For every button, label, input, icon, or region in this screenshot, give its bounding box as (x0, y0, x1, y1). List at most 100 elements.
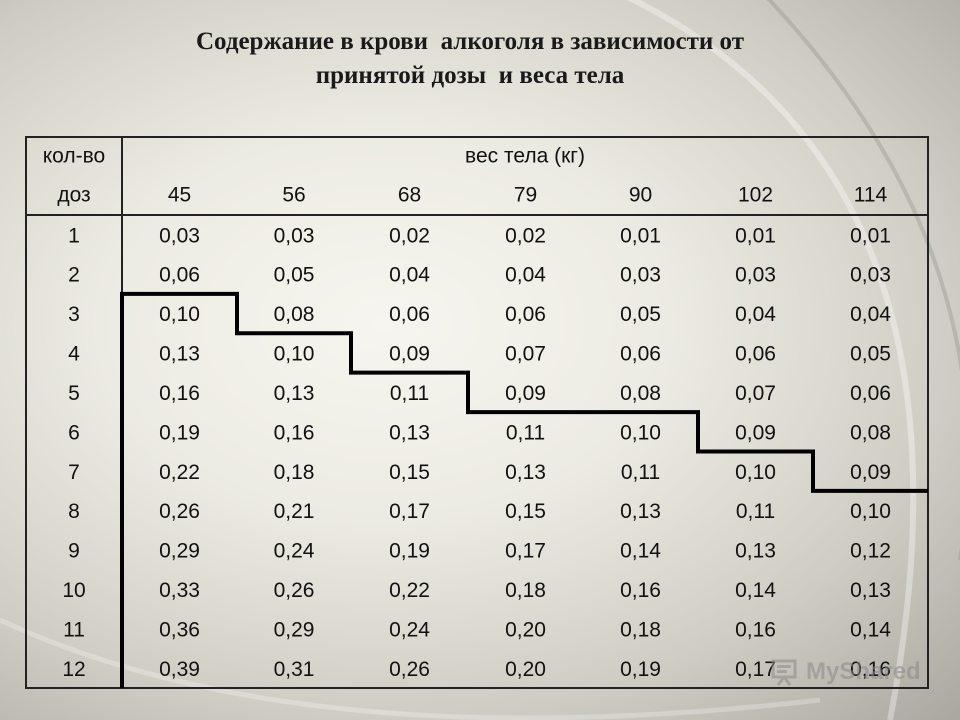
value-cell: 0,26 (389, 658, 430, 681)
value-cell: 0,17 (389, 500, 430, 523)
value-cell: 0,13 (850, 579, 891, 602)
value-cell: 0,16 (159, 382, 200, 405)
value-cell: 0,01 (850, 224, 891, 247)
value-cell: 0,17 (505, 540, 546, 563)
value-cell: 0,09 (735, 421, 776, 444)
value-cell: 0,31 (274, 658, 315, 681)
value-cell: 0,18 (620, 618, 661, 641)
value-cell: 0,14 (735, 579, 776, 602)
dose-cell: 7 (68, 461, 80, 484)
value-cell: 0,06 (159, 264, 200, 287)
value-cell: 0,39 (159, 658, 200, 681)
value-cell: 0,18 (505, 579, 546, 602)
dose-cell: 8 (68, 500, 80, 523)
dose-cell: 11 (63, 618, 85, 641)
value-cell: 0,03 (274, 224, 315, 247)
value-cell: 0,14 (620, 540, 661, 563)
value-cell: 0,04 (389, 264, 430, 287)
value-cell: 0,13 (735, 540, 776, 563)
dose-cell: 3 (68, 303, 80, 326)
value-cell: 0,03 (620, 264, 661, 287)
title-line-2: принятой дозы и веса тела (315, 62, 625, 89)
value-cell: 0,13 (159, 343, 200, 366)
value-cell: 0,16 (735, 618, 776, 641)
value-cell: 0,10 (735, 461, 776, 484)
value-cell: 0,06 (505, 303, 546, 326)
value-cell: 0,03 (735, 264, 776, 287)
value-cell: 0,10 (850, 500, 891, 523)
weight-column-header: 68 (398, 184, 421, 207)
table-border (25, 136, 929, 689)
value-cell: 0,10 (159, 303, 200, 326)
weight-header: вес тела (кг) (465, 145, 585, 168)
weight-column-header: 102 (738, 184, 773, 207)
dose-cell: 4 (68, 343, 80, 366)
value-cell: 0,11 (390, 382, 429, 405)
title-line-1: Содержание в крови алкоголя в зависимост… (195, 28, 744, 55)
value-cell: 0,08 (620, 382, 661, 405)
value-cell: 0,20 (505, 658, 546, 681)
value-cell: 0,17 (735, 658, 776, 681)
dose-cell: 2 (68, 264, 80, 287)
value-cell: 0,13 (505, 461, 546, 484)
weight-column-header: 79 (514, 184, 537, 207)
weight-column-header: 56 (282, 184, 305, 207)
value-cell: 0,22 (389, 579, 430, 602)
page-title: Содержание в крови алкоголя в зависимост… (40, 25, 900, 93)
value-cell: 0,11 (506, 421, 545, 444)
value-cell: 0,09 (389, 343, 430, 366)
value-cell: 0,01 (620, 224, 661, 247)
value-cell: 0,05 (620, 303, 661, 326)
dose-cell: 10 (62, 579, 85, 602)
value-cell: 0,20 (505, 618, 546, 641)
value-cell: 0,26 (274, 579, 315, 602)
value-cell: 0,16 (850, 658, 891, 681)
value-cell: 0,11 (621, 461, 660, 484)
watermark: MyShared (770, 654, 921, 690)
value-cell: 0,08 (274, 303, 315, 326)
dose-cell: 12 (62, 658, 85, 681)
value-cell: 0,06 (735, 343, 776, 366)
value-cell: 0,05 (850, 343, 891, 366)
value-cell: 0,16 (620, 579, 661, 602)
value-cell: 0,21 (274, 500, 315, 523)
value-cell: 0,19 (159, 421, 200, 444)
value-cell: 0,33 (159, 579, 200, 602)
value-cell: 0,06 (850, 382, 891, 405)
dose-count-header: кол-во (43, 145, 106, 168)
value-cell: 0,29 (159, 540, 200, 563)
dose-cell: 9 (68, 540, 80, 563)
value-cell: 0,29 (274, 618, 315, 641)
value-cell: 0,18 (274, 461, 315, 484)
dose-cell: 1 (68, 224, 80, 247)
value-cell: 0,10 (274, 343, 315, 366)
value-cell: 0,36 (159, 618, 200, 641)
threshold-staircase-line (120, 291, 928, 688)
value-cell: 0,04 (850, 303, 891, 326)
value-cell: 0,03 (850, 264, 891, 287)
value-cell: 0,24 (389, 618, 430, 641)
value-cell: 0,05 (274, 264, 315, 287)
dose-cell: 6 (68, 421, 80, 444)
value-cell: 0,07 (505, 343, 546, 366)
value-cell: 0,16 (274, 421, 315, 444)
value-cell: 0,01 (735, 224, 776, 247)
value-cell: 0,26 (159, 500, 200, 523)
value-cell: 0,06 (389, 303, 430, 326)
value-cell: 0,13 (620, 500, 661, 523)
value-cell: 0,03 (159, 224, 200, 247)
value-cell: 0,02 (505, 224, 546, 247)
value-cell: 0,15 (389, 461, 430, 484)
value-cell: 0,09 (505, 382, 546, 405)
value-cell: 0,13 (274, 382, 315, 405)
dose-count-header-unit: доз (57, 184, 90, 207)
value-cell: 0,11 (736, 500, 775, 523)
value-cell: 0,19 (620, 658, 661, 681)
weight-column-header: 114 (854, 184, 888, 207)
value-cell: 0,04 (505, 264, 546, 287)
value-cell: 0,22 (159, 461, 200, 484)
weight-column-header: 45 (168, 184, 191, 207)
value-cell: 0,12 (850, 540, 891, 563)
value-cell: 0,24 (274, 540, 315, 563)
